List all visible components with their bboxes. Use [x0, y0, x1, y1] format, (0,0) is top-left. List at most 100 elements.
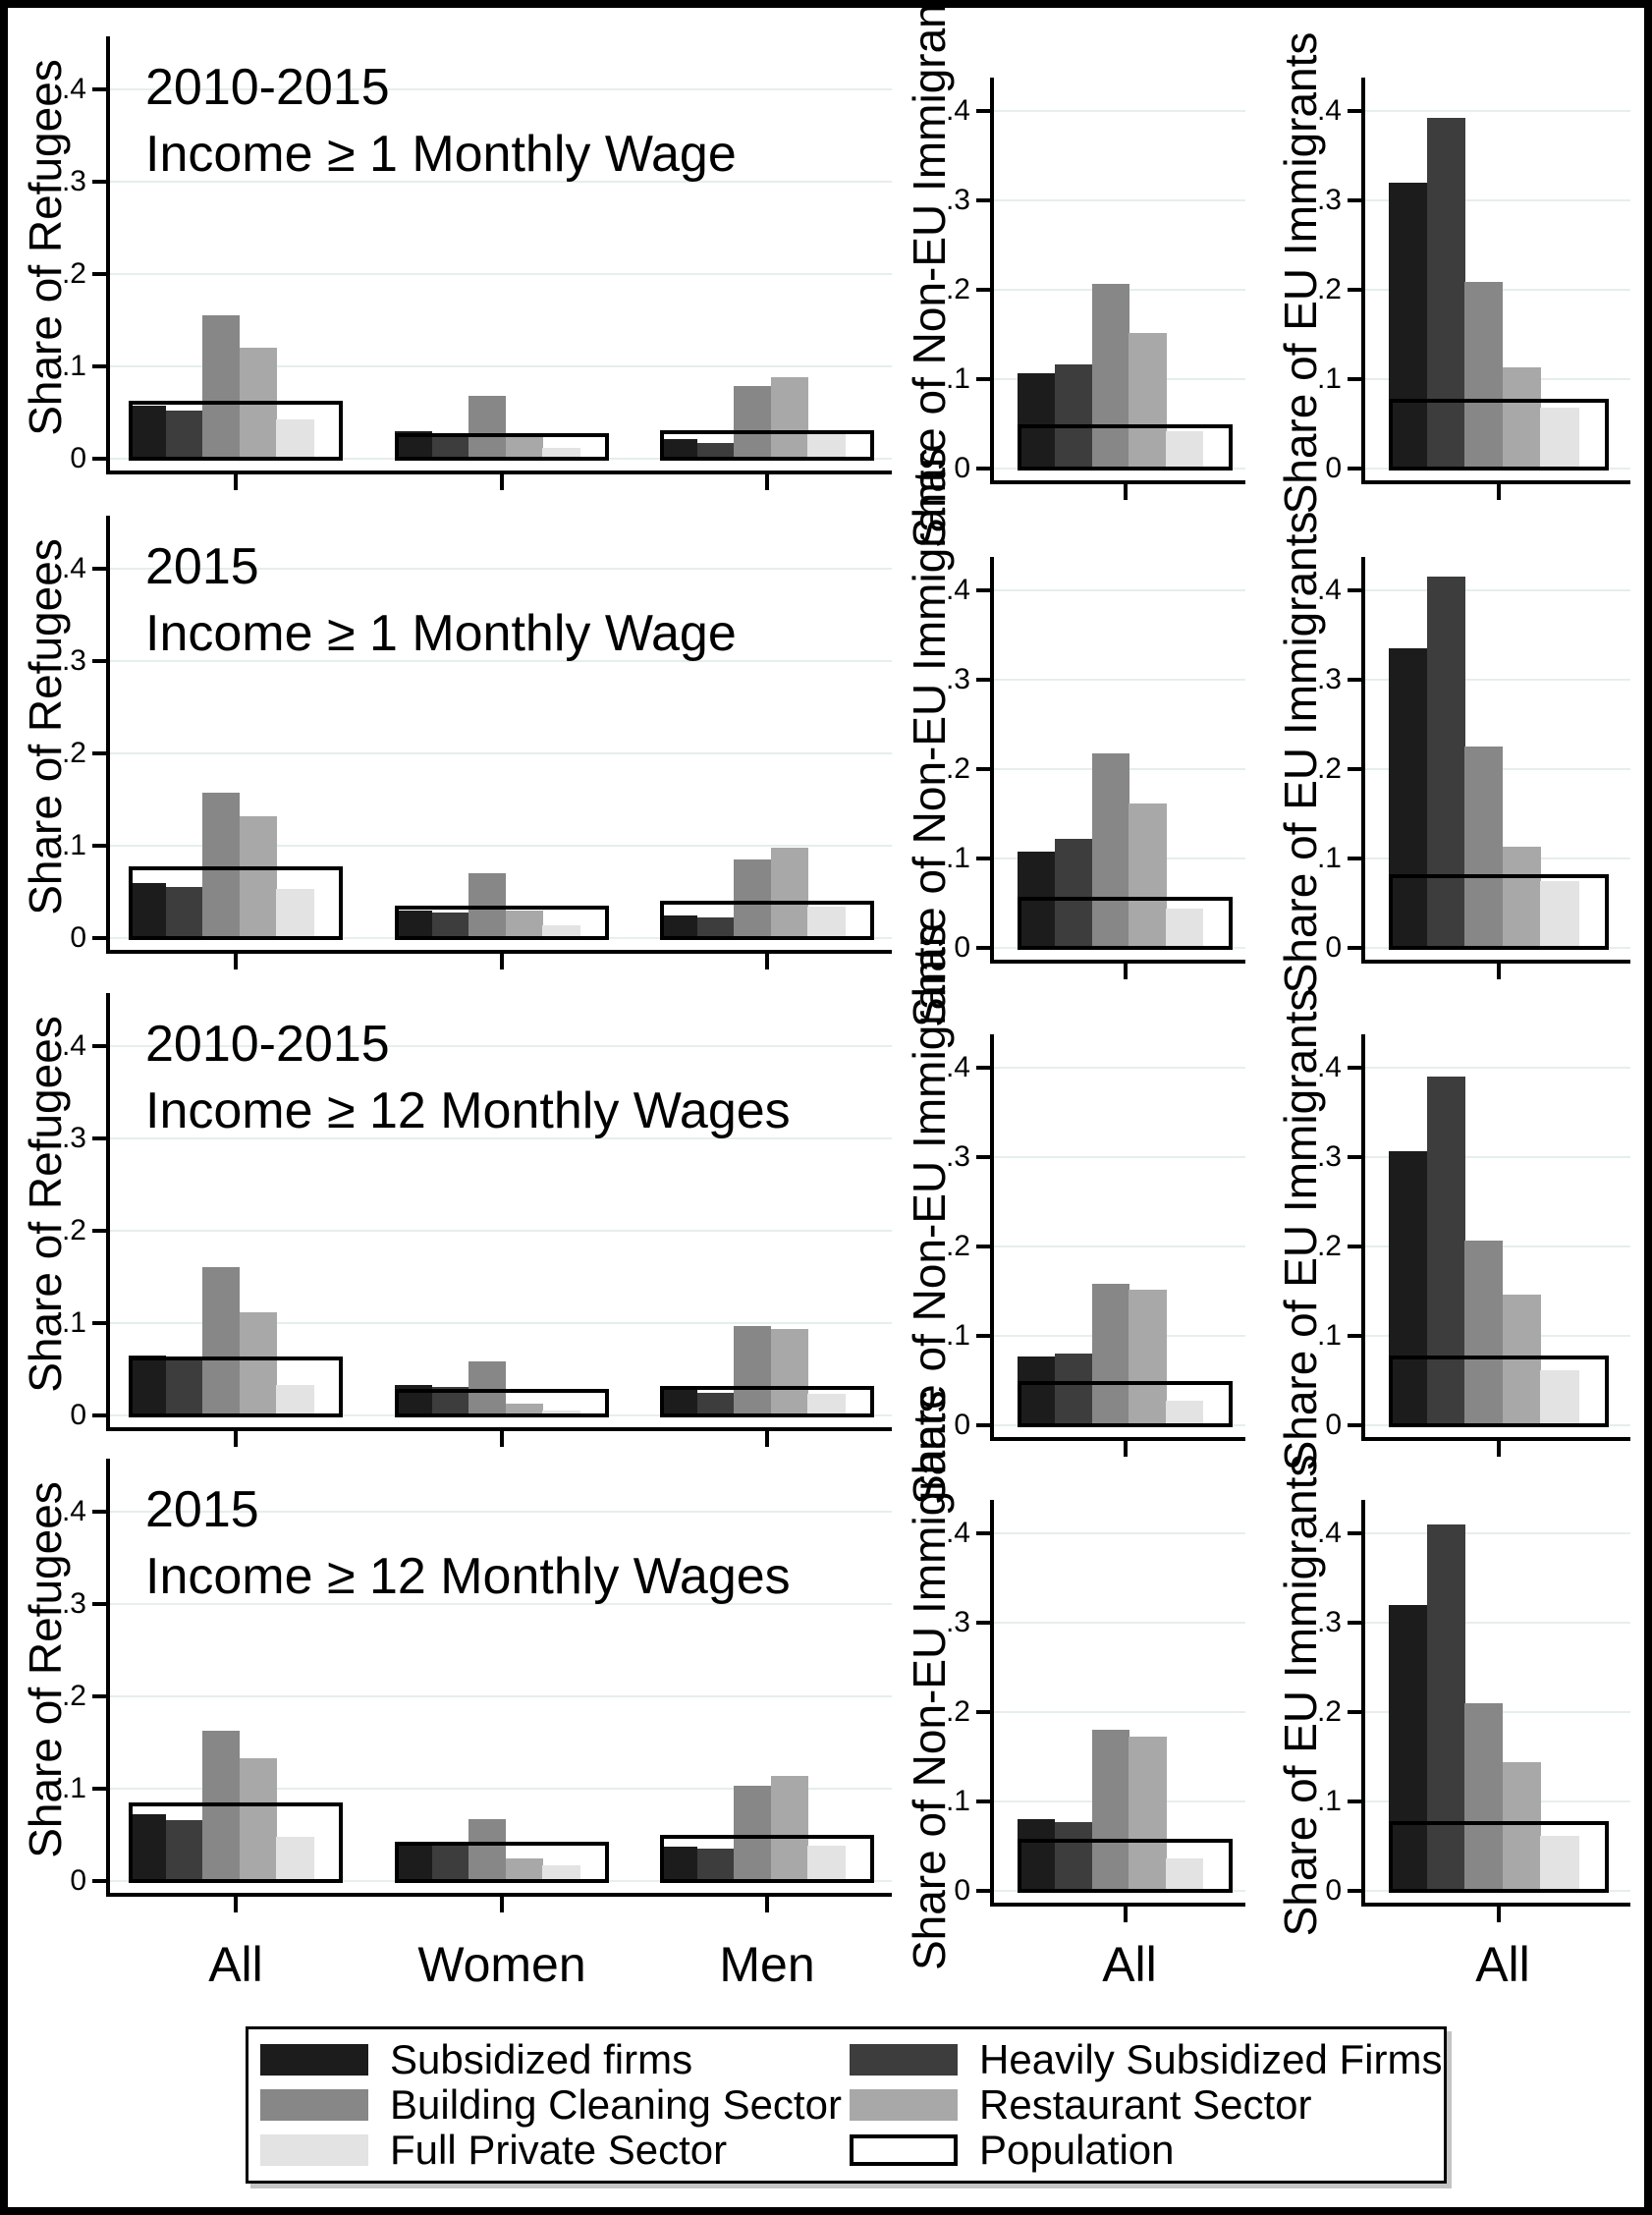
x-tick: [765, 474, 769, 490]
population-box: [1018, 423, 1233, 471]
bar-building-cleaning-sector: [202, 1266, 241, 1415]
y-tick: [92, 1321, 106, 1325]
y-tick-label: .4: [61, 1029, 86, 1062]
bar-subsidized-firms: [1389, 182, 1428, 469]
bar-subsidized-firms: [395, 910, 433, 938]
panel-title-row2: 2015 Income ≥ 1 Monthly Wage: [145, 533, 737, 667]
x-tick: [234, 474, 238, 490]
y-tick: [92, 1510, 106, 1514]
gridline: [994, 679, 1245, 681]
bar-full-private-sector: [276, 1836, 314, 1881]
bar-heavily-subsidized-firms: [1054, 364, 1093, 469]
x-tick: [1123, 1441, 1128, 1457]
x-axis-line: [106, 1427, 892, 1431]
population-box: [660, 429, 874, 461]
bar-heavily-subsidized-firms: [696, 1393, 735, 1415]
bar-full-private-sector: [276, 1384, 314, 1415]
bar-full-private-sector: [1166, 430, 1204, 469]
gridline: [110, 1788, 892, 1790]
legend-item-subsidized-firms: Subsidized firms: [260, 2037, 850, 2082]
y-tick: [92, 87, 106, 91]
population-box: [129, 1802, 343, 1883]
population-box: [395, 1388, 609, 1417]
legend-swatch-restaurant-sector: [850, 2089, 958, 2121]
y-tick-label: .1: [945, 1785, 970, 1817]
bar-full-private-sector: [1166, 1400, 1204, 1425]
y-tick: [1348, 1889, 1361, 1893]
y-tick: [976, 1155, 990, 1159]
bar-subsidized-firms: [129, 1355, 167, 1415]
bar-full-private-sector: [542, 447, 580, 459]
panel-title-period: 2015: [145, 538, 259, 595]
population-box: [395, 432, 609, 461]
y-tick: [976, 1423, 990, 1427]
gridline: [994, 1246, 1245, 1247]
gridline: [110, 1322, 892, 1324]
panel-title-period: 2010-2015: [145, 59, 390, 116]
bar-heavily-subsidized-firms: [1426, 118, 1465, 469]
y-tick: [976, 109, 990, 113]
y-tick: [92, 567, 106, 571]
y-tick-label: .4: [945, 1051, 970, 1083]
y-tick: [1348, 1710, 1361, 1714]
y-tick: [976, 767, 990, 771]
y-tick-label: 0: [1325, 1874, 1342, 1907]
y-tick-label: .2: [1316, 1230, 1342, 1262]
x-tick: [1497, 1907, 1501, 1922]
y-tick-label: 0: [1325, 1409, 1342, 1441]
y-axis-line: [106, 1459, 110, 1897]
legend-label: Building Cleaning Sector: [390, 2081, 842, 2128]
y-axis-title: Share of Refugees: [20, 59, 71, 436]
population-box: [395, 1841, 609, 1883]
gridline: [110, 752, 892, 754]
bar-restaurant-sector: [1502, 1761, 1542, 1891]
gridline: [1365, 199, 1630, 201]
bar-building-cleaning-sector: [468, 1360, 507, 1415]
y-tick: [1348, 1066, 1361, 1070]
y-tick: [1348, 467, 1361, 471]
bar-heavily-subsidized-firms: [1054, 1354, 1093, 1425]
bar-building-cleaning-sector: [468, 1819, 507, 1881]
y-tick: [976, 1066, 990, 1070]
y-tick: [92, 1787, 106, 1791]
x-tick: [234, 1897, 238, 1912]
y-tick-label: .1: [945, 842, 970, 874]
y-tick: [976, 198, 990, 202]
gridline: [1365, 1622, 1630, 1624]
y-tick-label: .2: [1316, 752, 1342, 785]
panel-title-row4: 2015 Income ≥ 12 Monthly Wages: [145, 1476, 791, 1610]
population-box: [1389, 1821, 1609, 1893]
legend-swatch-full-private-sector: [260, 2134, 368, 2166]
y-axis-line: [1361, 557, 1365, 964]
x-tick: [1123, 964, 1128, 979]
x-axis-line: [990, 480, 1245, 484]
y-axis-line: [990, 1500, 994, 1907]
gridline: [110, 660, 892, 662]
population-box: [1018, 897, 1233, 950]
gridline: [110, 568, 892, 570]
y-tick-label: .1: [61, 829, 86, 861]
y-tick: [976, 678, 990, 682]
gridline: [1365, 589, 1630, 591]
bar-full-private-sector: [542, 924, 580, 938]
legend-item-restaurant-sector: Restaurant Sector: [850, 2082, 1442, 2128]
bar-full-private-sector: [276, 418, 314, 459]
x-category-label-all-right: All: [1475, 1937, 1530, 1992]
bar-heavily-subsidized-firms: [165, 1819, 203, 1881]
x-axis-line: [990, 960, 1245, 964]
y-tick-label: .1: [61, 1772, 86, 1804]
y-tick: [92, 659, 106, 663]
x-tick: [500, 1897, 504, 1912]
x-axis-line: [106, 1893, 892, 1897]
bar-building-cleaning-sector: [202, 315, 241, 459]
y-tick-label: .3: [945, 1606, 970, 1638]
gridline: [994, 1067, 1245, 1069]
bar-restaurant-sector: [505, 910, 543, 938]
y-axis-title: Share of EU Immigrants: [1275, 31, 1326, 515]
y-tick-label: 0: [1325, 452, 1342, 484]
y-tick-label: .3: [945, 184, 970, 216]
bar-restaurant-sector: [239, 1311, 277, 1415]
gridline: [994, 1532, 1245, 1534]
bar-subsidized-firms: [660, 1389, 698, 1415]
bar-full-private-sector: [807, 1846, 846, 1881]
